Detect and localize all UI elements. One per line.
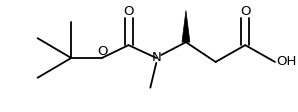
Text: O: O: [123, 5, 134, 18]
Text: N: N: [151, 52, 161, 65]
Polygon shape: [182, 11, 190, 42]
Text: OH: OH: [277, 55, 297, 68]
Text: O: O: [98, 45, 108, 58]
Text: O: O: [240, 5, 251, 18]
